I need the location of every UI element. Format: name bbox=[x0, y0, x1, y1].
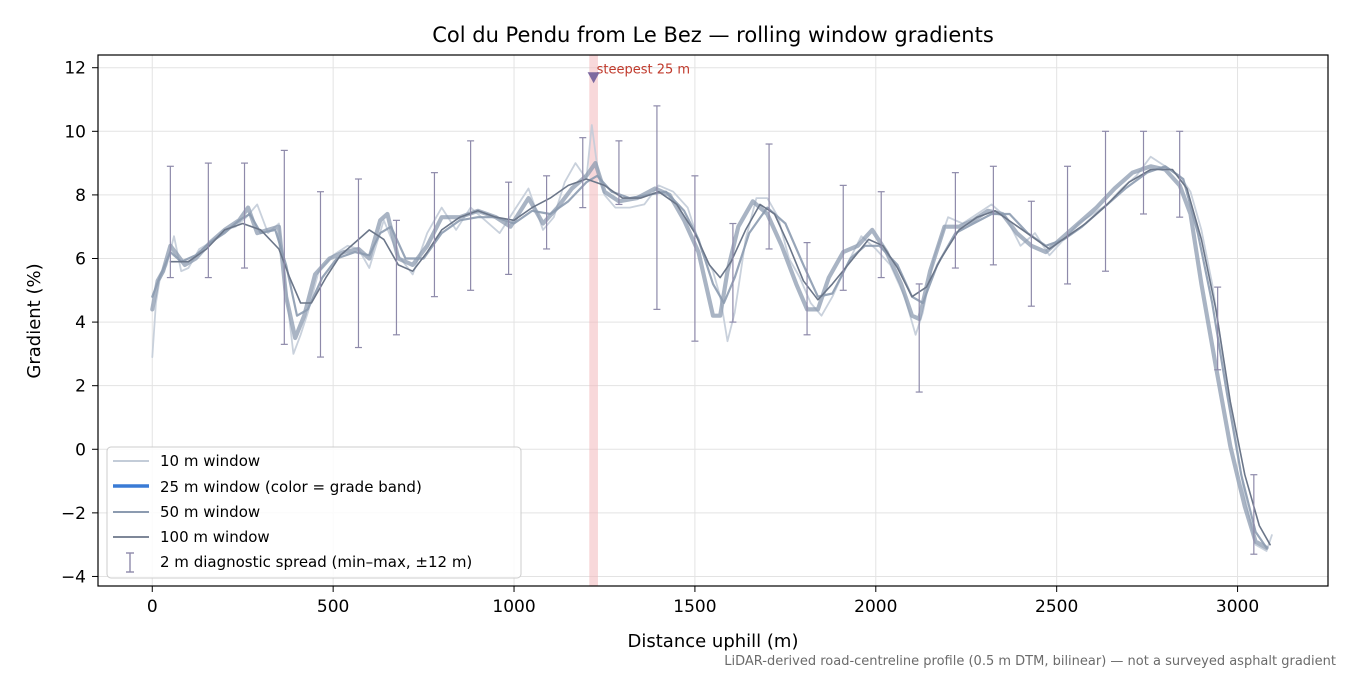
errorbar bbox=[579, 137, 587, 209]
legend-label-100m: 100 m window bbox=[160, 528, 270, 546]
errorbar bbox=[951, 172, 959, 269]
series-layer bbox=[150, 124, 1273, 552]
errorbar bbox=[241, 162, 249, 269]
errorbar bbox=[392, 219, 400, 336]
y-tick-label: 6 bbox=[75, 249, 86, 269]
errorbar bbox=[1064, 165, 1072, 285]
x-tick-label: 3000 bbox=[1216, 597, 1259, 617]
errorbar bbox=[915, 283, 923, 393]
legend-swatch-errorbar bbox=[126, 552, 134, 573]
errorbar bbox=[765, 143, 773, 250]
x-tick-label: 0 bbox=[147, 597, 158, 617]
x-tick-label: 1000 bbox=[492, 597, 535, 617]
errorbar bbox=[467, 140, 475, 291]
legend-label-10m: 10 m window bbox=[160, 452, 260, 470]
x-tick-label: 500 bbox=[317, 597, 349, 617]
errorbar bbox=[505, 181, 513, 275]
errorbar bbox=[204, 162, 212, 279]
y-axis: −4 −2 0 2 4 6 8 10 12 bbox=[61, 59, 98, 587]
errorbar bbox=[653, 105, 661, 310]
series-100m-window bbox=[169, 168, 1271, 546]
errorbar bbox=[1176, 130, 1184, 218]
x-tick-label: 2000 bbox=[854, 597, 897, 617]
errorbar bbox=[316, 191, 324, 358]
errorbar bbox=[280, 149, 288, 345]
x-tick-label: 1500 bbox=[673, 597, 716, 617]
x-axis: 0 500 1000 1500 2000 2500 3000 bbox=[147, 586, 1259, 617]
errorbar bbox=[1027, 200, 1035, 307]
errorbar bbox=[1250, 474, 1258, 555]
errorbar bbox=[877, 191, 885, 279]
errorbar bbox=[803, 241, 811, 336]
x-axis-title: Distance uphill (m) bbox=[628, 631, 799, 652]
errorbar bbox=[989, 165, 997, 266]
errorbar bbox=[166, 165, 174, 279]
y-tick-label: 4 bbox=[75, 313, 86, 333]
y-tick-label: 8 bbox=[75, 186, 86, 206]
y-axis-title: Gradient (%) bbox=[24, 263, 45, 378]
y-tick-label: 2 bbox=[75, 377, 86, 397]
legend-box bbox=[106, 446, 522, 579]
errorbar bbox=[430, 172, 438, 298]
chart-title: Col du Pendu from Le Bez — rolling windo… bbox=[432, 23, 994, 47]
errorbar bbox=[839, 184, 847, 291]
steepest-band bbox=[589, 55, 598, 586]
legend: 10 m window 25 m window (color = grade b… bbox=[106, 446, 522, 579]
errorbar bbox=[543, 175, 551, 250]
y-tick-label: 0 bbox=[75, 440, 86, 460]
errorbar bbox=[1102, 130, 1110, 272]
errorbar bbox=[1140, 130, 1147, 215]
footnote: LiDAR-derived road-centreline profile (0… bbox=[724, 654, 1336, 669]
errorbar bbox=[354, 178, 362, 349]
y-tick-label: 10 bbox=[64, 122, 86, 142]
legend-label-errorbar: 2 m diagnostic spread (min–max, ±12 m) bbox=[160, 553, 472, 571]
steepest-highlight bbox=[589, 55, 598, 586]
steepest-annotation: steepest 25 m bbox=[597, 62, 690, 77]
y-tick-label: −2 bbox=[61, 504, 86, 524]
errorbar bbox=[729, 222, 737, 323]
y-tick-label: −4 bbox=[61, 567, 86, 587]
legend-label-50m: 50 m window bbox=[160, 503, 260, 521]
errorbar-layer bbox=[166, 105, 1258, 555]
y-tick-label: 12 bbox=[64, 59, 86, 79]
annotation-layer: steepest 25 m bbox=[587, 62, 690, 84]
plot-frame bbox=[97, 54, 1329, 587]
series-25m-window bbox=[150, 161, 1269, 550]
steepest-marker bbox=[587, 72, 600, 84]
x-tick-label: 2500 bbox=[1035, 597, 1078, 617]
legend-label-25m: 25 m window (color = grade band) bbox=[160, 478, 422, 496]
errorbar bbox=[615, 140, 623, 206]
errorbar bbox=[1214, 286, 1222, 371]
errorbar bbox=[691, 175, 699, 342]
